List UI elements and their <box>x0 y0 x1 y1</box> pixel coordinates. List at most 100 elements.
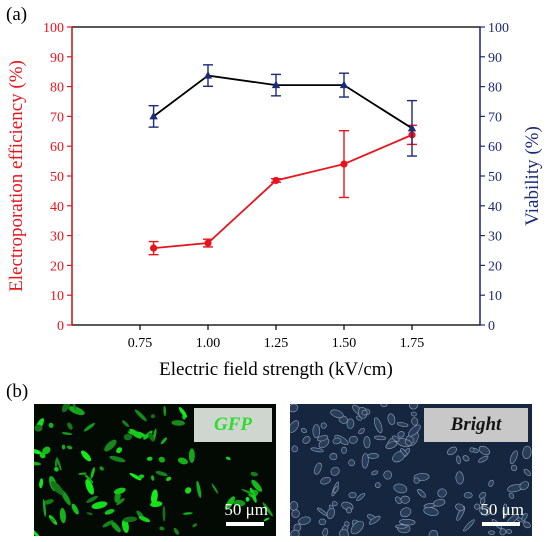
bright-cell <box>328 504 334 510</box>
bright-cell <box>413 477 420 484</box>
left-tick-label: 90 <box>50 51 64 66</box>
bright-cell <box>411 417 419 426</box>
panel-a-label: (a) <box>6 4 28 25</box>
gfp-cell <box>151 475 155 481</box>
gfp-cells <box>34 404 273 536</box>
bright-cell <box>346 418 355 429</box>
bright-cell <box>361 410 368 416</box>
plot-frame <box>71 26 481 326</box>
bright-cell <box>320 422 327 429</box>
bright-cell <box>391 435 400 442</box>
bright-cell <box>312 424 321 439</box>
gfp-cell <box>121 518 129 533</box>
efficiency-point <box>150 244 158 252</box>
gfp-cell <box>84 474 94 484</box>
bright-cell <box>348 459 355 467</box>
gfp-cell <box>43 499 54 505</box>
gfp-cell <box>122 516 138 523</box>
bright-cells <box>290 404 532 536</box>
gfp-cell <box>54 467 59 472</box>
gfp-cell <box>146 456 153 461</box>
bright-cell <box>521 512 528 521</box>
gfp-cell <box>182 512 193 515</box>
left-tick-label: 60 <box>50 140 64 155</box>
gfp-cell <box>34 448 42 455</box>
bright-cell <box>479 506 491 516</box>
gfp-cell <box>90 467 95 479</box>
left-tick-label: 50 <box>50 170 64 185</box>
viability-point <box>339 80 349 89</box>
left-tick-label: 20 <box>50 259 64 274</box>
right-tick-label: 100 <box>488 21 509 36</box>
gfp-cell <box>83 422 95 432</box>
bright-cell <box>523 521 531 529</box>
left-axis: 0 10 20 30 40 50 60 70 80 90 100 <box>43 21 73 334</box>
bright-cell <box>488 479 494 487</box>
gfp-cell <box>123 433 133 441</box>
efficiency-point <box>204 239 212 247</box>
bright-cell <box>396 422 409 427</box>
bright-cell <box>395 496 402 505</box>
bright-cell <box>341 446 347 454</box>
gfp-cell <box>61 432 73 435</box>
bright-cell <box>478 445 491 456</box>
bright-cell <box>502 503 508 518</box>
bright-cell <box>361 453 369 469</box>
gfp-cell <box>81 450 92 462</box>
gfp-cell <box>42 446 51 455</box>
bright-cell <box>368 515 381 525</box>
bright-cell <box>463 492 473 499</box>
efficiency-point <box>272 176 280 185</box>
bright-cell <box>332 437 342 445</box>
bright-cell <box>433 499 446 507</box>
gfp-cell <box>114 487 126 495</box>
gfp-cell <box>61 404 71 413</box>
bright-cell <box>462 455 470 462</box>
gfp-cell <box>61 444 66 450</box>
bright-cell <box>447 446 457 456</box>
gfp-cell <box>56 456 62 471</box>
bright-image: Bright 50 μm <box>290 404 532 536</box>
gfp-cell <box>71 404 77 411</box>
bright-cell <box>437 488 447 498</box>
gfp-cell <box>155 471 168 477</box>
gfp-cell <box>249 487 257 503</box>
gfp-cell <box>211 483 219 494</box>
bright-scale-bar <box>482 522 520 526</box>
gfp-cell <box>233 499 246 507</box>
bright-cell <box>394 524 408 529</box>
gfp-cell <box>173 527 180 535</box>
bright-cell <box>397 431 405 438</box>
bright-cell <box>479 497 486 505</box>
bright-cell <box>508 492 515 499</box>
series-layer <box>148 64 417 256</box>
gfp-cell <box>192 523 198 528</box>
gfp-cell <box>39 478 44 489</box>
gfp-cell <box>245 496 250 502</box>
bright-cell <box>310 447 324 453</box>
bright-cell <box>417 488 426 498</box>
x-tick-label: 1.50 <box>332 336 357 351</box>
bright-cell <box>302 436 311 444</box>
x-axis: 0.75 1.00 1.25 1.50 1.75 <box>128 325 424 351</box>
bright-cell <box>348 492 357 499</box>
gfp-cell <box>262 502 273 517</box>
gfp-cell <box>185 487 192 494</box>
bright-cell <box>330 409 344 419</box>
gfp-cell <box>99 466 104 471</box>
gfp-cell <box>129 428 142 439</box>
bright-cell <box>317 507 328 516</box>
gfp-cell <box>178 407 188 418</box>
bright-cell <box>400 507 412 518</box>
left-tick-label: 80 <box>50 81 64 96</box>
left-tick-label: 100 <box>43 21 64 36</box>
bright-cell <box>318 518 327 526</box>
gfp-cell <box>188 448 195 463</box>
x-tick-label: 1.25 <box>264 336 289 351</box>
bright-cell <box>350 520 364 535</box>
bright-cell <box>314 462 322 475</box>
right-tick-label: 50 <box>488 170 502 185</box>
bright-cell <box>290 420 300 433</box>
bright-cell <box>463 519 475 532</box>
bright-cell <box>519 481 530 490</box>
